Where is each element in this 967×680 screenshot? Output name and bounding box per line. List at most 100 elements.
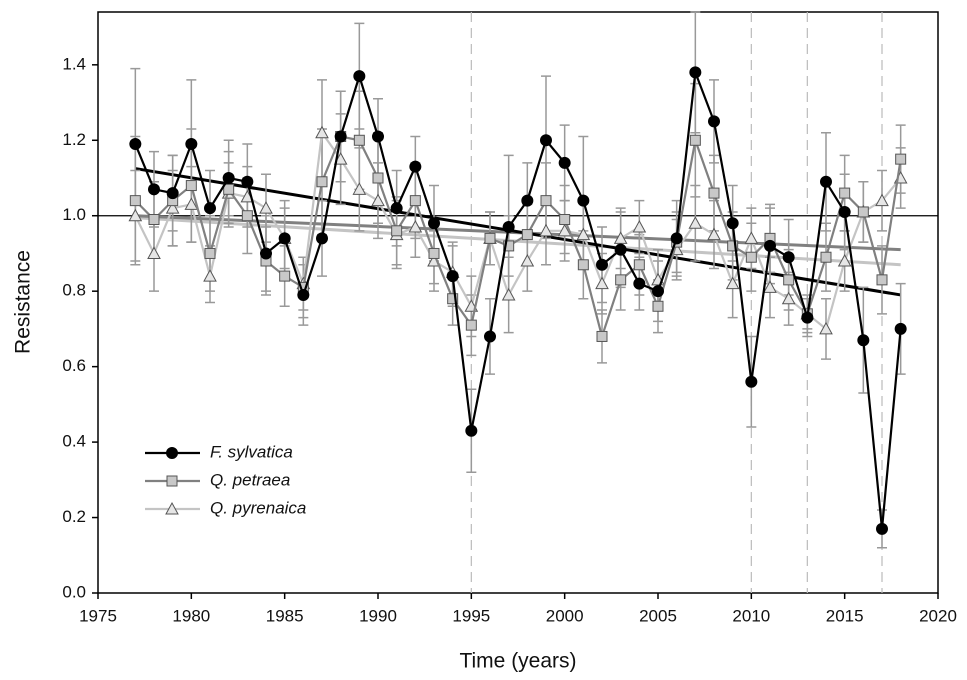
marker bbox=[838, 205, 851, 218]
marker bbox=[689, 66, 702, 79]
marker bbox=[539, 223, 553, 237]
marker bbox=[576, 227, 591, 241]
marker bbox=[166, 187, 179, 200]
marker bbox=[745, 251, 757, 263]
x-tick-label: 2020 bbox=[919, 606, 957, 625]
marker bbox=[577, 259, 589, 271]
marker bbox=[558, 156, 571, 169]
marker bbox=[484, 232, 496, 244]
marker bbox=[316, 232, 328, 245]
x-tick-label: 2015 bbox=[826, 606, 864, 625]
marker bbox=[726, 217, 739, 230]
marker bbox=[857, 334, 870, 347]
x-tick-label: 2010 bbox=[732, 606, 770, 625]
marker bbox=[185, 180, 197, 192]
marker bbox=[409, 195, 421, 207]
marker bbox=[447, 293, 459, 305]
y-tick-label: 1.4 bbox=[62, 54, 86, 73]
marker bbox=[820, 175, 832, 188]
marker bbox=[128, 208, 143, 222]
marker bbox=[781, 291, 796, 305]
marker bbox=[707, 227, 721, 241]
marker bbox=[764, 239, 776, 252]
x-axis-label: Time (years) bbox=[459, 650, 576, 673]
marker bbox=[633, 259, 645, 271]
marker bbox=[185, 138, 198, 151]
x-tick-label: 1975 bbox=[79, 606, 117, 625]
marker bbox=[184, 197, 199, 210]
trend-line bbox=[135, 167, 901, 297]
marker bbox=[521, 229, 533, 241]
marker bbox=[278, 232, 291, 245]
marker bbox=[353, 70, 366, 83]
marker bbox=[614, 243, 627, 256]
marker bbox=[876, 274, 888, 286]
marker bbox=[148, 214, 160, 225]
marker bbox=[819, 321, 833, 335]
marker bbox=[372, 172, 384, 184]
legend-marker bbox=[166, 475, 178, 487]
marker bbox=[837, 253, 852, 267]
legend-label: Q. petraea bbox=[210, 470, 290, 489]
legend-marker bbox=[166, 447, 178, 459]
marker bbox=[801, 311, 814, 324]
y-tick-label: 0.0 bbox=[62, 582, 86, 601]
x-tick-label: 2000 bbox=[546, 606, 584, 625]
marker bbox=[503, 240, 515, 252]
marker bbox=[390, 202, 403, 215]
legend-label: F. sylvatica bbox=[210, 442, 293, 461]
marker bbox=[708, 115, 720, 128]
marker bbox=[428, 247, 440, 259]
marker bbox=[744, 231, 759, 244]
marker bbox=[147, 246, 161, 259]
marker bbox=[334, 130, 347, 143]
marker bbox=[782, 251, 795, 264]
marker bbox=[783, 274, 795, 286]
marker bbox=[725, 276, 740, 290]
marker bbox=[596, 330, 608, 342]
marker bbox=[223, 183, 235, 195]
y-tick-label: 0.6 bbox=[62, 356, 86, 375]
marker bbox=[633, 277, 646, 290]
legend-marker bbox=[165, 501, 179, 515]
marker bbox=[502, 221, 515, 234]
marker bbox=[129, 138, 142, 151]
marker bbox=[165, 201, 180, 214]
marker bbox=[241, 210, 253, 222]
marker bbox=[820, 251, 832, 263]
marker bbox=[428, 217, 440, 230]
marker bbox=[204, 202, 216, 215]
marker bbox=[875, 193, 889, 207]
plot-frame bbox=[97, 11, 939, 594]
marker bbox=[372, 130, 384, 143]
marker bbox=[446, 270, 459, 283]
marker bbox=[596, 258, 608, 271]
marker bbox=[241, 175, 254, 188]
marker bbox=[371, 193, 385, 207]
marker bbox=[895, 153, 907, 165]
x-tick-label: 1985 bbox=[266, 606, 304, 625]
marker bbox=[689, 134, 701, 146]
marker bbox=[408, 220, 423, 233]
marker bbox=[259, 201, 273, 214]
marker bbox=[203, 269, 217, 282]
marker bbox=[652, 300, 664, 312]
marker bbox=[557, 223, 572, 237]
y-tick-label: 1.2 bbox=[62, 130, 86, 149]
y-tick-label: 0.8 bbox=[62, 281, 86, 300]
marker bbox=[577, 194, 590, 207]
x-tick-label: 1995 bbox=[452, 606, 490, 625]
marker bbox=[279, 270, 291, 282]
marker bbox=[708, 187, 720, 199]
marker bbox=[763, 280, 777, 293]
marker bbox=[391, 225, 403, 237]
marker bbox=[876, 522, 888, 535]
marker bbox=[315, 125, 329, 139]
y-axis-label: Resistance bbox=[12, 250, 35, 354]
marker bbox=[316, 176, 328, 188]
marker bbox=[559, 214, 571, 225]
marker bbox=[595, 276, 609, 290]
marker bbox=[632, 220, 647, 233]
marker bbox=[129, 195, 141, 207]
